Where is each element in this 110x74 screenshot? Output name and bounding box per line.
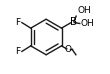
- Text: OH: OH: [81, 19, 95, 28]
- Text: F: F: [15, 47, 20, 56]
- Text: B: B: [70, 17, 77, 27]
- Text: F: F: [15, 18, 20, 27]
- Text: O: O: [65, 45, 72, 54]
- Text: OH: OH: [77, 6, 91, 15]
